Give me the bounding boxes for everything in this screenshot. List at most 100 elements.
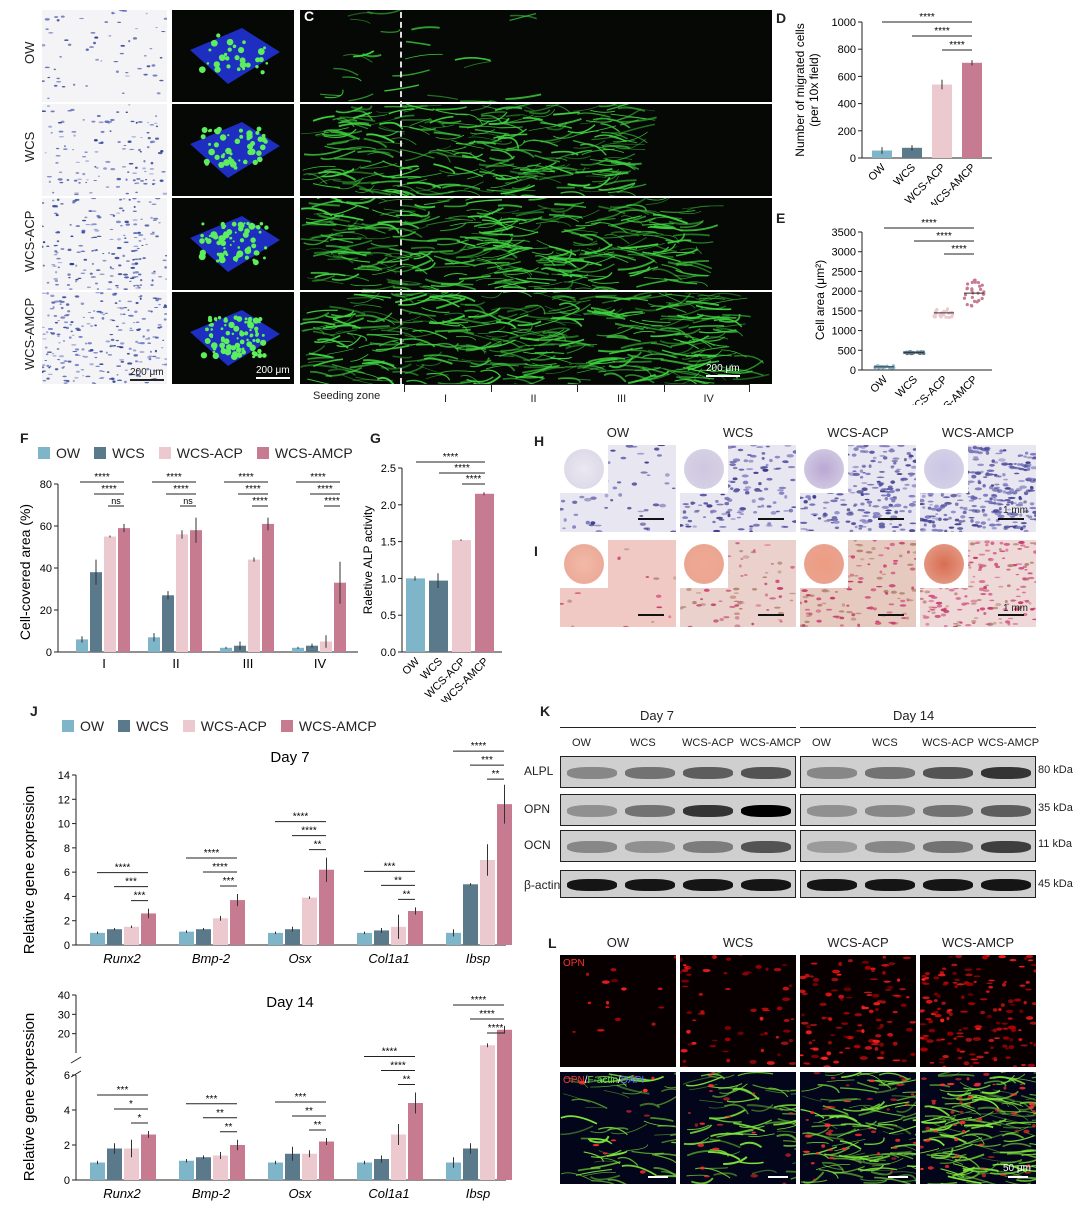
band bbox=[741, 805, 791, 817]
band bbox=[625, 767, 675, 779]
band bbox=[683, 879, 733, 891]
cell-dot bbox=[220, 240, 227, 247]
scale-line-h bbox=[758, 518, 784, 520]
migration-image-1 bbox=[300, 10, 772, 102]
sig-label: **** bbox=[479, 1009, 495, 1020]
legend-item-wcs-amcp: WCS-AMCP bbox=[256, 445, 353, 461]
scale-line-l bbox=[768, 1176, 788, 1178]
blot14-ocn bbox=[800, 830, 1036, 862]
bar-Bmp-2-OW bbox=[179, 1160, 194, 1180]
cell-dot bbox=[224, 56, 230, 61]
stain-opn: OPN bbox=[563, 1075, 585, 1086]
cell-dot bbox=[260, 70, 265, 75]
well-icon bbox=[564, 544, 604, 584]
migration-image-2 bbox=[300, 104, 772, 196]
legend-item-ow: OW bbox=[38, 445, 80, 461]
texture bbox=[190, 216, 280, 272]
cell-dot bbox=[254, 326, 259, 331]
day7-label: Day 7 bbox=[640, 708, 674, 723]
cell-dot bbox=[231, 221, 237, 227]
sig-label: ** bbox=[314, 1120, 322, 1131]
cell-dot bbox=[252, 338, 256, 343]
f-ylabel: Cell-covered area (%) bbox=[20, 504, 33, 640]
cell-dot bbox=[247, 316, 253, 322]
cell-dot bbox=[258, 316, 263, 322]
cell-dot bbox=[231, 332, 235, 336]
sig-label: **** bbox=[245, 484, 261, 495]
image-b-2 bbox=[172, 104, 294, 196]
cell-dot bbox=[239, 331, 245, 337]
legend-item-wcs: WCS bbox=[118, 718, 169, 734]
ytick-label: 1000 bbox=[832, 17, 856, 29]
cell-dot bbox=[234, 55, 240, 61]
ars-image-ow bbox=[560, 540, 676, 627]
day14-label: Day 14 bbox=[893, 708, 935, 723]
xlabel-I: I bbox=[102, 656, 106, 671]
blot14-alpl bbox=[800, 756, 1036, 788]
cell-dot bbox=[210, 328, 213, 331]
bar-I-WCS bbox=[90, 572, 102, 652]
bar-Col1a1-WCS bbox=[374, 1159, 389, 1180]
point-WCS-AMCP bbox=[980, 283, 984, 287]
cell-dot bbox=[225, 344, 233, 351]
bar-Ibsp-WCS-ACP bbox=[480, 1045, 495, 1180]
cell-dot bbox=[217, 316, 222, 320]
cell-dot bbox=[262, 353, 267, 358]
cell-dot bbox=[235, 253, 241, 258]
col-label-h-wcs-acp: WCS-ACP bbox=[827, 425, 889, 440]
alp-image-wcs-amcp bbox=[920, 445, 1036, 532]
scale-bar-l: 50 μm bbox=[1003, 1163, 1031, 1174]
point-WCS-AMCP bbox=[970, 304, 974, 308]
alp-image-wcs bbox=[680, 445, 796, 532]
band bbox=[865, 841, 915, 853]
lane14-wcs-amcp: WCS-AMCP bbox=[978, 737, 1040, 749]
ars-image-wcs-acp bbox=[800, 540, 916, 627]
cell-dot bbox=[200, 233, 204, 238]
point-WCS bbox=[919, 351, 923, 355]
cell-dot bbox=[204, 161, 210, 166]
cell-dot bbox=[264, 225, 269, 230]
micrograph-a-wcs-amcp bbox=[42, 292, 167, 384]
band bbox=[807, 805, 857, 817]
ytick-label: 80 bbox=[40, 479, 52, 491]
cell-dot bbox=[259, 144, 266, 151]
cell-dot bbox=[251, 243, 257, 249]
ytick-label: 6 bbox=[64, 867, 70, 879]
texture bbox=[687, 1072, 794, 1184]
ytick-label: 1.5 bbox=[381, 537, 396, 549]
bar-Col1a1-WCS bbox=[374, 930, 389, 945]
sig-label: **** bbox=[94, 472, 110, 483]
j-title: Day 14 bbox=[266, 994, 314, 1011]
row-label-wcs-amcp: WCS-AMCP bbox=[22, 297, 37, 370]
point-WCS-AMCP bbox=[980, 296, 984, 301]
texture bbox=[920, 955, 1036, 1067]
blot14-opn bbox=[800, 794, 1036, 826]
cell-dot bbox=[225, 147, 232, 155]
legend-label: WCS-AMCP bbox=[274, 445, 353, 461]
cell-dot bbox=[245, 62, 251, 68]
cell-dot bbox=[219, 342, 226, 349]
panel-label-f: F bbox=[20, 430, 29, 446]
cell-dot bbox=[219, 134, 227, 141]
texture bbox=[572, 955, 676, 1033]
ytick-label: 0 bbox=[64, 1175, 70, 1187]
stain-factin: F-actin bbox=[587, 1075, 619, 1086]
cell-dot bbox=[227, 134, 230, 137]
bar-Bmp-2-WCS-ACP bbox=[213, 1155, 228, 1180]
sig-label: **** bbox=[936, 231, 952, 242]
bar-III-WCS-AMCP bbox=[262, 523, 274, 652]
bar-Runx2-WCS-AMCP bbox=[141, 913, 156, 945]
bar-WCS bbox=[902, 147, 922, 158]
ytick-label: 6 bbox=[64, 1070, 70, 1082]
lane7-wcs-amcp: WCS-AMCP bbox=[740, 737, 802, 749]
micrograph-a-wcs-acp bbox=[42, 198, 167, 290]
cell-dot bbox=[252, 259, 259, 266]
bar-Ibsp-WCS-AMCP bbox=[497, 1029, 512, 1180]
sig-label: **** bbox=[454, 463, 470, 474]
ytick-label: 40 bbox=[58, 990, 70, 1002]
blot-label-0: ALPL bbox=[524, 764, 554, 778]
zone-tick bbox=[577, 384, 578, 392]
ytick-label: 4 bbox=[64, 1105, 70, 1117]
cell-dot bbox=[258, 57, 264, 63]
sig-label: ** bbox=[314, 840, 322, 851]
